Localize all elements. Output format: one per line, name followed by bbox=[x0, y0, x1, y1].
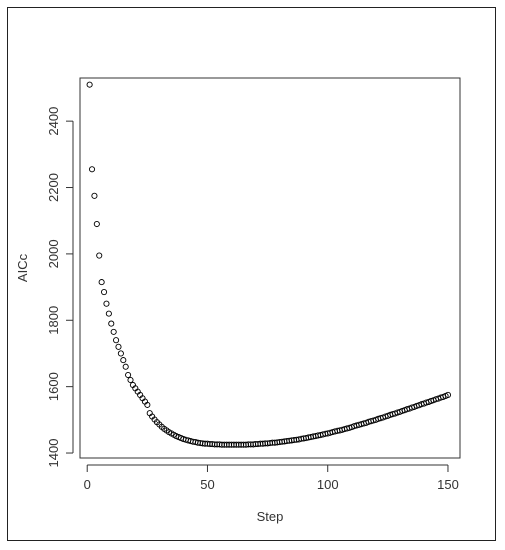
data-point bbox=[88, 166, 96, 173]
data-point bbox=[103, 300, 110, 307]
x-tick-label: 100 bbox=[317, 477, 339, 492]
y-tick-label: 1800 bbox=[46, 306, 61, 335]
y-axis-title: AICc bbox=[15, 253, 30, 282]
y-tick-label: 1400 bbox=[46, 439, 61, 468]
data-point bbox=[86, 81, 93, 88]
data-point bbox=[127, 376, 134, 384]
data-point bbox=[93, 220, 100, 228]
chart-frame bbox=[7, 7, 496, 541]
data-point bbox=[96, 252, 103, 259]
data-point bbox=[444, 391, 452, 398]
data-point bbox=[117, 350, 124, 357]
x-tick-label: 50 bbox=[200, 477, 214, 492]
data-point bbox=[108, 320, 115, 327]
x-tick-label: 0 bbox=[84, 477, 91, 492]
data-point bbox=[120, 357, 127, 364]
y-tick-label: 2400 bbox=[46, 107, 61, 136]
y-tick-label: 1600 bbox=[46, 372, 61, 401]
data-point bbox=[144, 401, 151, 408]
y-axis: 1400 1600 1800 2000 2200 2400 bbox=[46, 107, 74, 468]
data-point bbox=[110, 328, 117, 335]
data-point bbox=[98, 279, 105, 286]
y-tick-label: 2000 bbox=[46, 239, 61, 268]
data-point bbox=[105, 310, 112, 317]
x-tick-label: 150 bbox=[437, 477, 459, 492]
x-axis: 0 50 100 150 bbox=[84, 464, 459, 492]
x-axis-title: Step bbox=[257, 509, 284, 524]
data-point bbox=[125, 371, 132, 379]
points-layer bbox=[86, 81, 452, 448]
data-point bbox=[115, 343, 122, 350]
data-point bbox=[122, 363, 129, 370]
data-point bbox=[91, 192, 98, 199]
y-tick-label: 2200 bbox=[46, 173, 61, 202]
plot-area bbox=[79, 77, 461, 459]
data-point bbox=[113, 337, 120, 344]
data-point bbox=[101, 289, 108, 296]
